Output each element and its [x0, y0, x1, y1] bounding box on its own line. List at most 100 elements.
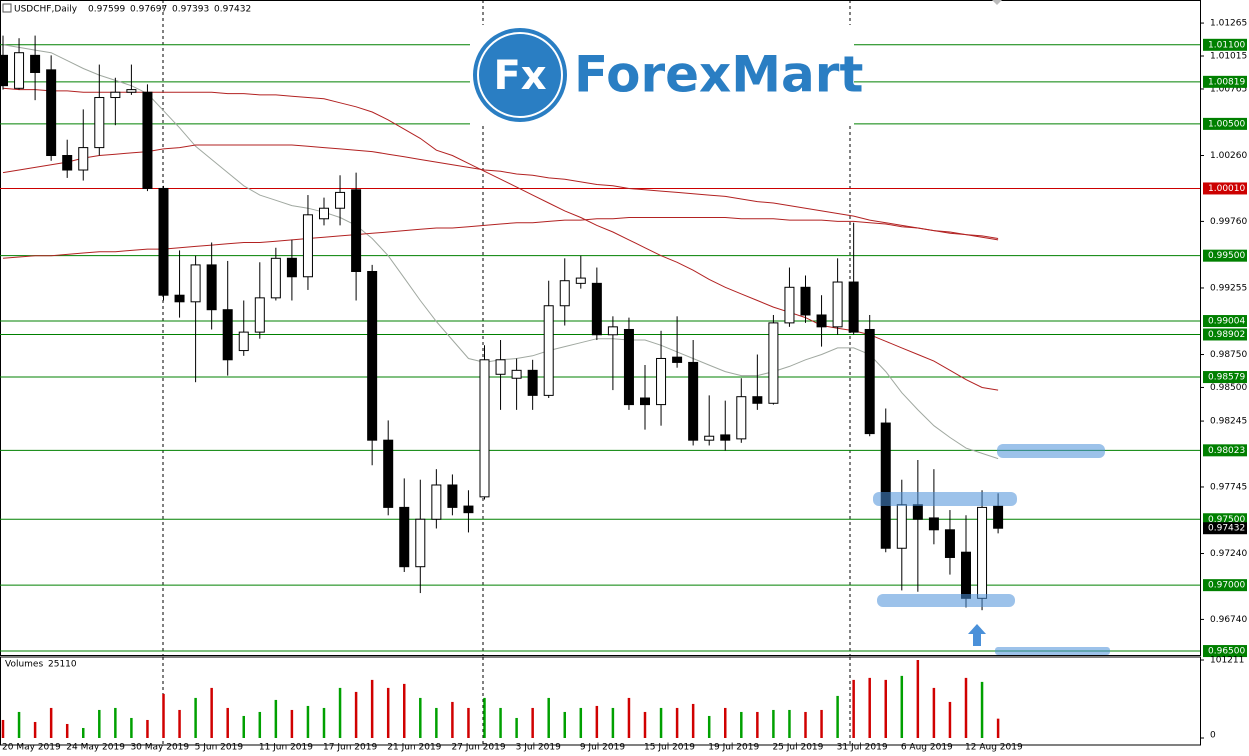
level-tag — [1203, 75, 1247, 88]
candle-body — [688, 361, 699, 441]
logo-ring — [477, 32, 563, 118]
candle-body — [800, 286, 811, 316]
pane-value: 25110 — [48, 660, 77, 670]
plot-frame — [0, 0, 1201, 656]
y-tick-label: 0 — [1210, 731, 1216, 741]
level-label: 0.98023 — [1208, 446, 1245, 456]
candle-body — [270, 257, 281, 299]
x-tick-label: 6 Aug 2019 — [901, 743, 953, 753]
price-label: 0.97432 — [1208, 524, 1245, 534]
x-tick-label: 30 May 2019 — [130, 743, 189, 753]
candle-body — [190, 264, 201, 303]
candle-body — [351, 189, 362, 272]
level-tag — [1203, 645, 1247, 658]
candle-body — [864, 328, 875, 435]
y-tick-label: 0.98500 — [1210, 383, 1247, 393]
brand-text: ForexMart — [574, 46, 863, 104]
candle-body — [559, 280, 570, 307]
candle-body — [78, 147, 89, 171]
y-tick-label: 0.98245 — [1210, 417, 1247, 427]
candle-body — [126, 89, 137, 93]
candle-body — [495, 359, 506, 375]
candle-body — [623, 328, 634, 406]
level-label: 0.98902 — [1208, 330, 1245, 340]
candle-body — [672, 356, 683, 363]
watermark: Fx ForexMart — [470, 25, 863, 125]
candle-body — [527, 369, 538, 396]
candle-body — [736, 396, 747, 440]
candle-body — [752, 396, 763, 404]
arrow — [968, 624, 986, 646]
candle-body — [896, 504, 907, 549]
y-tick-label: 0.97240 — [1210, 549, 1247, 559]
candle-body — [912, 504, 923, 520]
chart-title: USDCHF,Daily — [14, 5, 78, 15]
candle-body — [367, 270, 378, 441]
logo-text: Fx — [493, 53, 546, 99]
level-label: 0.99004 — [1208, 317, 1245, 327]
candle-body — [110, 91, 121, 99]
y-tick-label: 0.98750 — [1210, 350, 1247, 360]
candle-body — [575, 277, 586, 284]
candle-body — [511, 369, 522, 379]
candle-body — [640, 397, 650, 406]
level-tag — [1203, 444, 1247, 457]
candle-body — [142, 91, 153, 189]
level-label: 0.97500 — [1208, 515, 1245, 525]
highlight — [873, 492, 1017, 506]
candle-body — [222, 309, 233, 361]
candle-body — [784, 286, 795, 324]
candle-body — [720, 434, 731, 441]
x-tick-label: 17 Jun 2019 — [323, 743, 377, 753]
candle-body — [0, 54, 8, 87]
logo-circle — [473, 28, 567, 122]
level-label: 1.01100 — [1208, 40, 1245, 50]
pane-title: Volumes — [5, 660, 43, 670]
level-label: 1.00819 — [1208, 77, 1245, 87]
moving-average — [2, 217, 999, 259]
level-tag — [1203, 249, 1247, 262]
highlight — [995, 647, 1110, 655]
ohlc-value: 0.97599 — [88, 5, 125, 15]
candle-body — [704, 435, 715, 441]
candle-body — [158, 187, 169, 296]
candle-body — [832, 281, 843, 328]
x-tick-label: 31 Jul 2019 — [837, 743, 888, 753]
y-tick-label: 0.99255 — [1210, 283, 1247, 293]
candle-body — [607, 326, 618, 336]
candle-body — [206, 264, 217, 311]
level-label: 0.98579 — [1208, 373, 1245, 383]
level-label: 0.99500 — [1208, 251, 1245, 261]
x-tick-label: 27 Jun 2019 — [451, 743, 505, 753]
ohlc-value: 0.97697 — [130, 5, 167, 15]
x-tick-label: 24 May 2019 — [66, 743, 125, 753]
candle-body — [254, 297, 265, 333]
level-tag — [1203, 38, 1247, 51]
y-tick-label: 101211 — [1210, 655, 1244, 665]
x-tick-label: 25 Jul 2019 — [772, 743, 823, 753]
candle-body — [848, 281, 859, 333]
level-tag — [1203, 328, 1247, 341]
level-tag — [1203, 315, 1247, 328]
candle-body — [993, 505, 1004, 529]
candle-body — [319, 207, 329, 220]
moving-average — [2, 87, 999, 391]
x-tick-label: 15 Jul 2019 — [644, 743, 695, 753]
candle-body — [431, 484, 442, 520]
candle-body — [543, 305, 554, 396]
candle-body — [238, 331, 249, 352]
candle-body — [463, 505, 474, 514]
candle-body — [479, 359, 490, 498]
candle-body — [383, 439, 394, 508]
ohlc-value: 0.97393 — [172, 5, 209, 15]
candle-body — [14, 52, 25, 89]
candle-body — [591, 282, 602, 336]
candle-body — [880, 422, 891, 549]
candle-body — [977, 506, 988, 599]
price-pane: Fx ForexMart 1.01265 1.01015 1.00765 1.00260 0… — [0, 0, 1249, 658]
candle-body — [335, 191, 346, 209]
candle-body — [94, 97, 105, 149]
level-label: 1.00010 — [1208, 184, 1245, 194]
shift-marker — [992, 0, 1002, 5]
